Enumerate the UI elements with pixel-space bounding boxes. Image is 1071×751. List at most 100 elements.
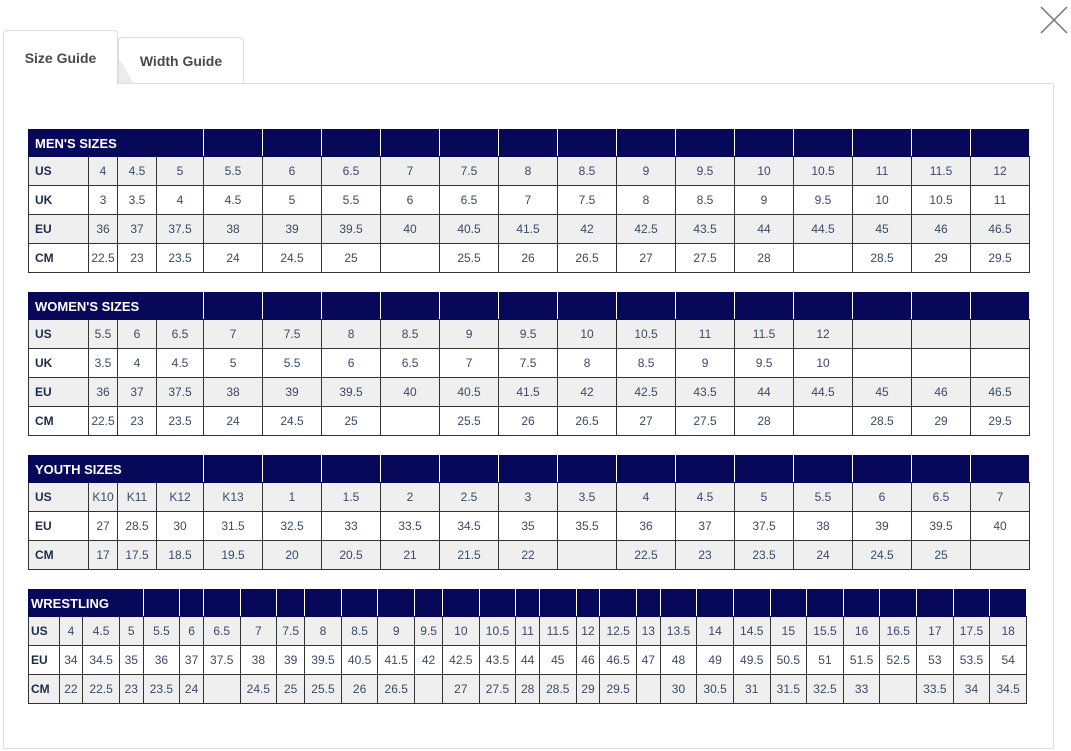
size-cell: 26.5 [557,406,618,436]
size-cell: 25 [911,540,971,570]
size-cell: 9.5 [414,616,444,646]
size-cell: 6.5 [202,616,241,646]
size-cell: 21.5 [439,540,499,570]
header-cell [911,292,972,320]
header-cell [439,292,500,320]
header-cell [202,589,241,617]
size-cell: 9 [616,156,677,186]
header-cell [675,455,735,483]
header-cell [675,129,736,157]
size-cell: 9.5 [675,156,736,186]
size-cell: 11 [852,156,913,186]
size-cell: 2 [380,482,440,512]
size-cell: 40 [380,214,441,244]
size-cell: 4.5 [675,482,735,512]
size-cell: 4 [117,348,157,378]
size-cell: 1.5 [321,482,381,512]
size-cell: 7 [239,616,278,646]
tab-width-guide[interactable]: Width Guide [118,37,244,84]
size-cell: K13 [203,482,263,512]
row-label: CM [28,540,89,570]
size-cell: 23.5 [155,406,205,436]
size-cell: 5 [155,156,205,186]
size-cell: 23 [675,540,735,570]
size-cell: 24.5 [262,406,323,436]
size-cell: 40.5 [340,645,379,675]
size-cell: 11 [675,319,736,349]
header-cell [793,292,854,320]
header-cell [179,589,204,617]
header-cell [970,455,1030,483]
size-cell: 11 [515,616,540,646]
size-cell: 43.5 [675,377,736,407]
table-row: UK 3.5 4 4.5 5 5.5 6 6.5 7 7.5 8 8.5 9 9.5 10 [28,348,1031,378]
size-cell: 6.5 [911,482,971,512]
size-cell: 26.5 [377,674,416,704]
size-cell: 37.5 [155,214,205,244]
size-cell: 29 [911,406,972,436]
table-row: CM 22.5 23 23.5 24 24.5 25 25.5 26 26.5 27 27.5 28 28… [28,406,1031,436]
size-cell [911,319,972,349]
row-label: CM [28,406,89,436]
size-cell: K11 [117,482,157,512]
row-label: EU [28,645,60,675]
size-cell: 7 [380,156,441,186]
row-label: US [28,319,89,349]
size-cell: 42.5 [442,645,480,675]
header-cell [616,129,677,157]
header-cell [806,589,844,617]
header-cell [377,589,416,617]
header-cell [380,129,441,157]
header-cell [276,589,306,617]
size-cell: 25.5 [439,406,500,436]
size-cell: 39 [852,511,912,541]
size-cell: 45 [852,377,913,407]
size-cell: 34.5 [82,645,120,675]
table-title: WOMEN'S SIZES [27,292,205,320]
size-cell: 10.5 [478,616,517,646]
size-cell: 8.5 [557,156,618,186]
size-cell: 38 [793,511,853,541]
header-cell [442,589,480,617]
size-cell: 22.5 [616,540,676,570]
size-cell: 13 [635,616,661,646]
table-row: EU 27 28.5 30 31.5 32.5 33 33.5 34.5 35 35.5 36 37 37… [28,511,1030,541]
size-cell: 24 [203,243,264,273]
row-label: US [28,156,89,186]
size-cell: 29.5 [970,406,1031,436]
size-cell: 25.5 [439,243,500,273]
size-cell: 39 [262,377,323,407]
size-cell: 32.5 [806,674,844,704]
size-cell: 37.5 [155,377,205,407]
size-cell: 9 [734,185,795,215]
header-cell [439,129,500,157]
header-cell [599,589,637,617]
size-cell: 33.5 [380,511,440,541]
size-cell: 27.5 [478,674,517,704]
size-cell [970,319,1031,349]
size-cell: 6 [117,319,157,349]
close-button[interactable] [1038,4,1070,36]
size-cell: 6 [380,185,441,215]
size-cell: 6 [852,482,912,512]
header-cell [734,129,795,157]
size-cell: 46 [575,645,601,675]
size-cell: 47 [635,645,661,675]
size-cell [793,243,854,273]
header-cell [852,455,912,483]
header-cell [321,455,381,483]
size-cell: 37.5 [202,645,241,675]
size-cell: 14 [696,616,734,646]
size-cell: 42.5 [616,214,677,244]
table-row: EU 34 34.5 35 36 37 37.5 38 39 39.5 40.5 41.5 42 42.5… [28,645,1027,675]
table-row: US 4 4.5 5 5.5 6 6.5 7 7.5 8 8.5 9 9.5 10 10.5 11 11.5 12… [28,616,1027,646]
size-cell: 9 [439,319,500,349]
tab-size-guide[interactable]: Size Guide [3,30,118,85]
row-label: EU [28,214,89,244]
size-cell: 38 [239,645,278,675]
size-cell: 36 [88,377,118,407]
size-cell: 10.5 [616,319,677,349]
size-cell: 5 [118,616,144,646]
size-cell: 34.5 [989,674,1027,704]
row-label: CM [28,674,60,704]
